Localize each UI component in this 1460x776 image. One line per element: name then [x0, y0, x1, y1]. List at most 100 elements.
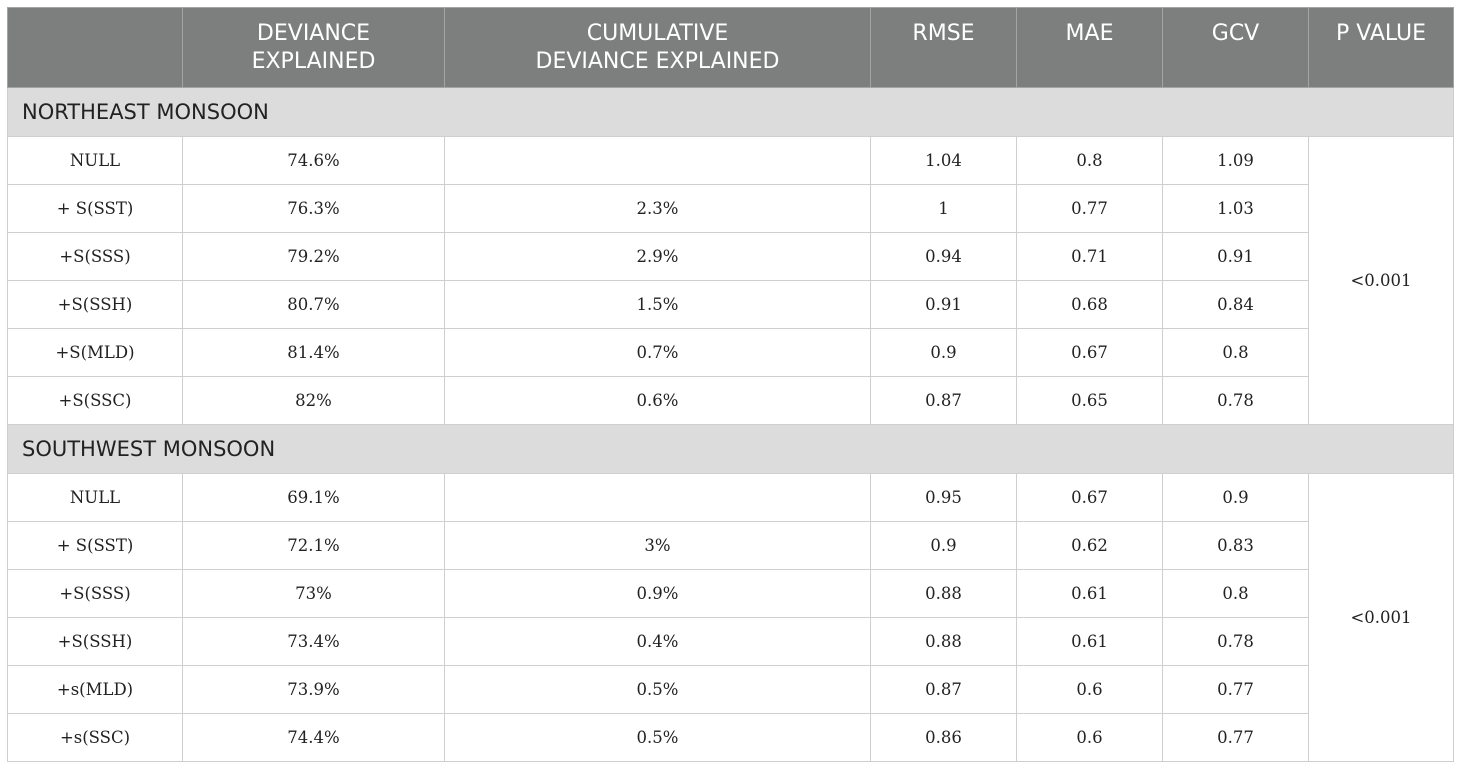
mae-cell: 0.6 [1016, 713, 1163, 762]
model-cell: +S(SSH) [7, 280, 183, 329]
cumulative-cell: 0.6% [444, 376, 871, 425]
rmse-cell: 0.86 [870, 713, 1017, 762]
model-cell: +S(SSS) [7, 232, 183, 281]
p-value-cell: <0.001 [1308, 473, 1454, 762]
header-p-value: P VALUE [1308, 7, 1454, 88]
p-value-cell: <0.001 [1308, 136, 1454, 425]
header-blank [7, 7, 183, 88]
gcv-cell: 0.84 [1162, 280, 1309, 329]
table-row: NULL 69.1% 0.95 0.67 0.9 <0.001 [7, 473, 1454, 762]
deviance-cell: 73.9% [182, 665, 445, 714]
gcv-cell: 0.78 [1162, 376, 1309, 425]
mae-cell: 0.77 [1016, 184, 1163, 233]
table-row: +S(SSH) 73.4% 0.4% 0.88 0.61 0.78 [7, 617, 1454, 666]
table-row: + S(SST) 76.3% 2.3% 1 0.77 1.03 [7, 184, 1454, 233]
mae-cell: 0.71 [1016, 232, 1163, 281]
section-title: SOUTHWEST MONSOON [7, 424, 1454, 474]
rmse-cell: 0.91 [870, 280, 1017, 329]
header-cumulative-deviance: CUMULATIVE DEVIANCE EXPLAINED [444, 7, 871, 88]
gcv-cell: 0.8 [1162, 328, 1309, 377]
header-gcv: GCV [1162, 7, 1309, 88]
table-row: +s(MLD) 73.9% 0.5% 0.87 0.6 0.77 [7, 665, 1454, 714]
header-cumulative-line1: CUMULATIVE [586, 21, 729, 46]
cumulative-cell [444, 473, 871, 522]
mae-cell: 0.67 [1016, 473, 1163, 522]
rmse-cell: 0.95 [870, 473, 1017, 522]
model-cell: + S(SST) [7, 184, 183, 233]
mae-cell: 0.67 [1016, 328, 1163, 377]
table-row: NULL 74.6% 1.04 0.8 1.09 <0.001 [7, 136, 1454, 425]
rmse-cell: 0.87 [870, 376, 1017, 425]
deviance-cell: 73.4% [182, 617, 445, 666]
gcv-cell: 0.8 [1162, 569, 1309, 618]
mae-cell: 0.6 [1016, 665, 1163, 714]
table-row: +S(SSC) 82% 0.6% 0.87 0.65 0.78 [7, 376, 1454, 425]
section-row: NORTHEAST MONSOON [7, 87, 1454, 137]
gcv-cell: 0.77 [1162, 713, 1309, 762]
deviance-cell: 80.7% [182, 280, 445, 329]
rmse-cell: 1 [870, 184, 1017, 233]
deviance-cell: 76.3% [182, 184, 445, 233]
table-row: + S(SST) 72.1% 3% 0.9 0.62 0.83 [7, 521, 1454, 570]
rmse-cell: 0.9 [870, 521, 1017, 570]
deviance-cell: 74.4% [182, 713, 445, 762]
model-cell: +S(SSC) [7, 376, 183, 425]
gcv-cell: 0.78 [1162, 617, 1309, 666]
gcv-cell: 0.9 [1162, 473, 1309, 522]
model-cell: + S(SST) [7, 521, 183, 570]
section-row: SOUTHWEST MONSOON [7, 424, 1454, 474]
header-deviance-line1: DEVIANCE [256, 21, 371, 46]
results-table: DEVIANCE EXPLAINED CUMULATIVE DEVIANCE E… [7, 7, 1454, 762]
table-row: +S(SSS) 73% 0.9% 0.88 0.61 0.8 [7, 569, 1454, 618]
header-deviance-line2: EXPLAINED [251, 49, 376, 74]
cumulative-cell: 0.5% [444, 713, 871, 762]
cumulative-cell: 2.3% [444, 184, 871, 233]
header-rmse: RMSE [870, 7, 1017, 88]
header-cumulative-line2: DEVIANCE EXPLAINED [535, 49, 780, 74]
cumulative-cell: 2.9% [444, 232, 871, 281]
deviance-cell: 79.2% [182, 232, 445, 281]
gcv-cell: 0.77 [1162, 665, 1309, 714]
section-title: NORTHEAST MONSOON [7, 87, 1454, 137]
cumulative-cell: 0.5% [444, 665, 871, 714]
rmse-cell: 0.88 [870, 617, 1017, 666]
table-row: +S(SSS) 79.2% 2.9% 0.94 0.71 0.91 [7, 232, 1454, 281]
rmse-cell: 0.88 [870, 569, 1017, 618]
table-row: +s(SSC) 74.4% 0.5% 0.86 0.6 0.77 [7, 713, 1454, 762]
mae-cell: 0.65 [1016, 376, 1163, 425]
mae-cell: 0.68 [1016, 280, 1163, 329]
rmse-cell: 0.87 [870, 665, 1017, 714]
gcv-cell: 1.03 [1162, 184, 1309, 233]
deviance-cell: 74.6% [182, 136, 445, 185]
mae-cell: 0.61 [1016, 569, 1163, 618]
mae-cell: 0.61 [1016, 617, 1163, 666]
table-row: +S(SSH) 80.7% 1.5% 0.91 0.68 0.84 [7, 280, 1454, 329]
rmse-cell: 1.04 [870, 136, 1017, 185]
model-cell: +S(MLD) [7, 328, 183, 377]
model-cell: NULL [7, 136, 183, 185]
header-mae: MAE [1016, 7, 1163, 88]
header-deviance-explained: DEVIANCE EXPLAINED [182, 7, 445, 88]
table-row: +S(MLD) 81.4% 0.7% 0.9 0.67 0.8 [7, 328, 1454, 377]
rmse-cell: 0.9 [870, 328, 1017, 377]
model-cell: NULL [7, 473, 183, 522]
cumulative-cell: 0.4% [444, 617, 871, 666]
gcv-cell: 0.83 [1162, 521, 1309, 570]
rmse-cell: 0.94 [870, 232, 1017, 281]
cumulative-cell: 1.5% [444, 280, 871, 329]
mae-cell: 0.62 [1016, 521, 1163, 570]
cumulative-cell [444, 136, 871, 185]
deviance-cell: 81.4% [182, 328, 445, 377]
model-cell: +s(MLD) [7, 665, 183, 714]
cumulative-cell: 3% [444, 521, 871, 570]
deviance-cell: 72.1% [182, 521, 445, 570]
header-row: DEVIANCE EXPLAINED CUMULATIVE DEVIANCE E… [7, 7, 1454, 88]
mae-cell: 0.8 [1016, 136, 1163, 185]
cumulative-cell: 0.7% [444, 328, 871, 377]
cumulative-cell: 0.9% [444, 569, 871, 618]
gcv-cell: 0.91 [1162, 232, 1309, 281]
deviance-cell: 69.1% [182, 473, 445, 522]
deviance-cell: 82% [182, 376, 445, 425]
model-cell: +S(SSS) [7, 569, 183, 618]
gcv-cell: 1.09 [1162, 136, 1309, 185]
